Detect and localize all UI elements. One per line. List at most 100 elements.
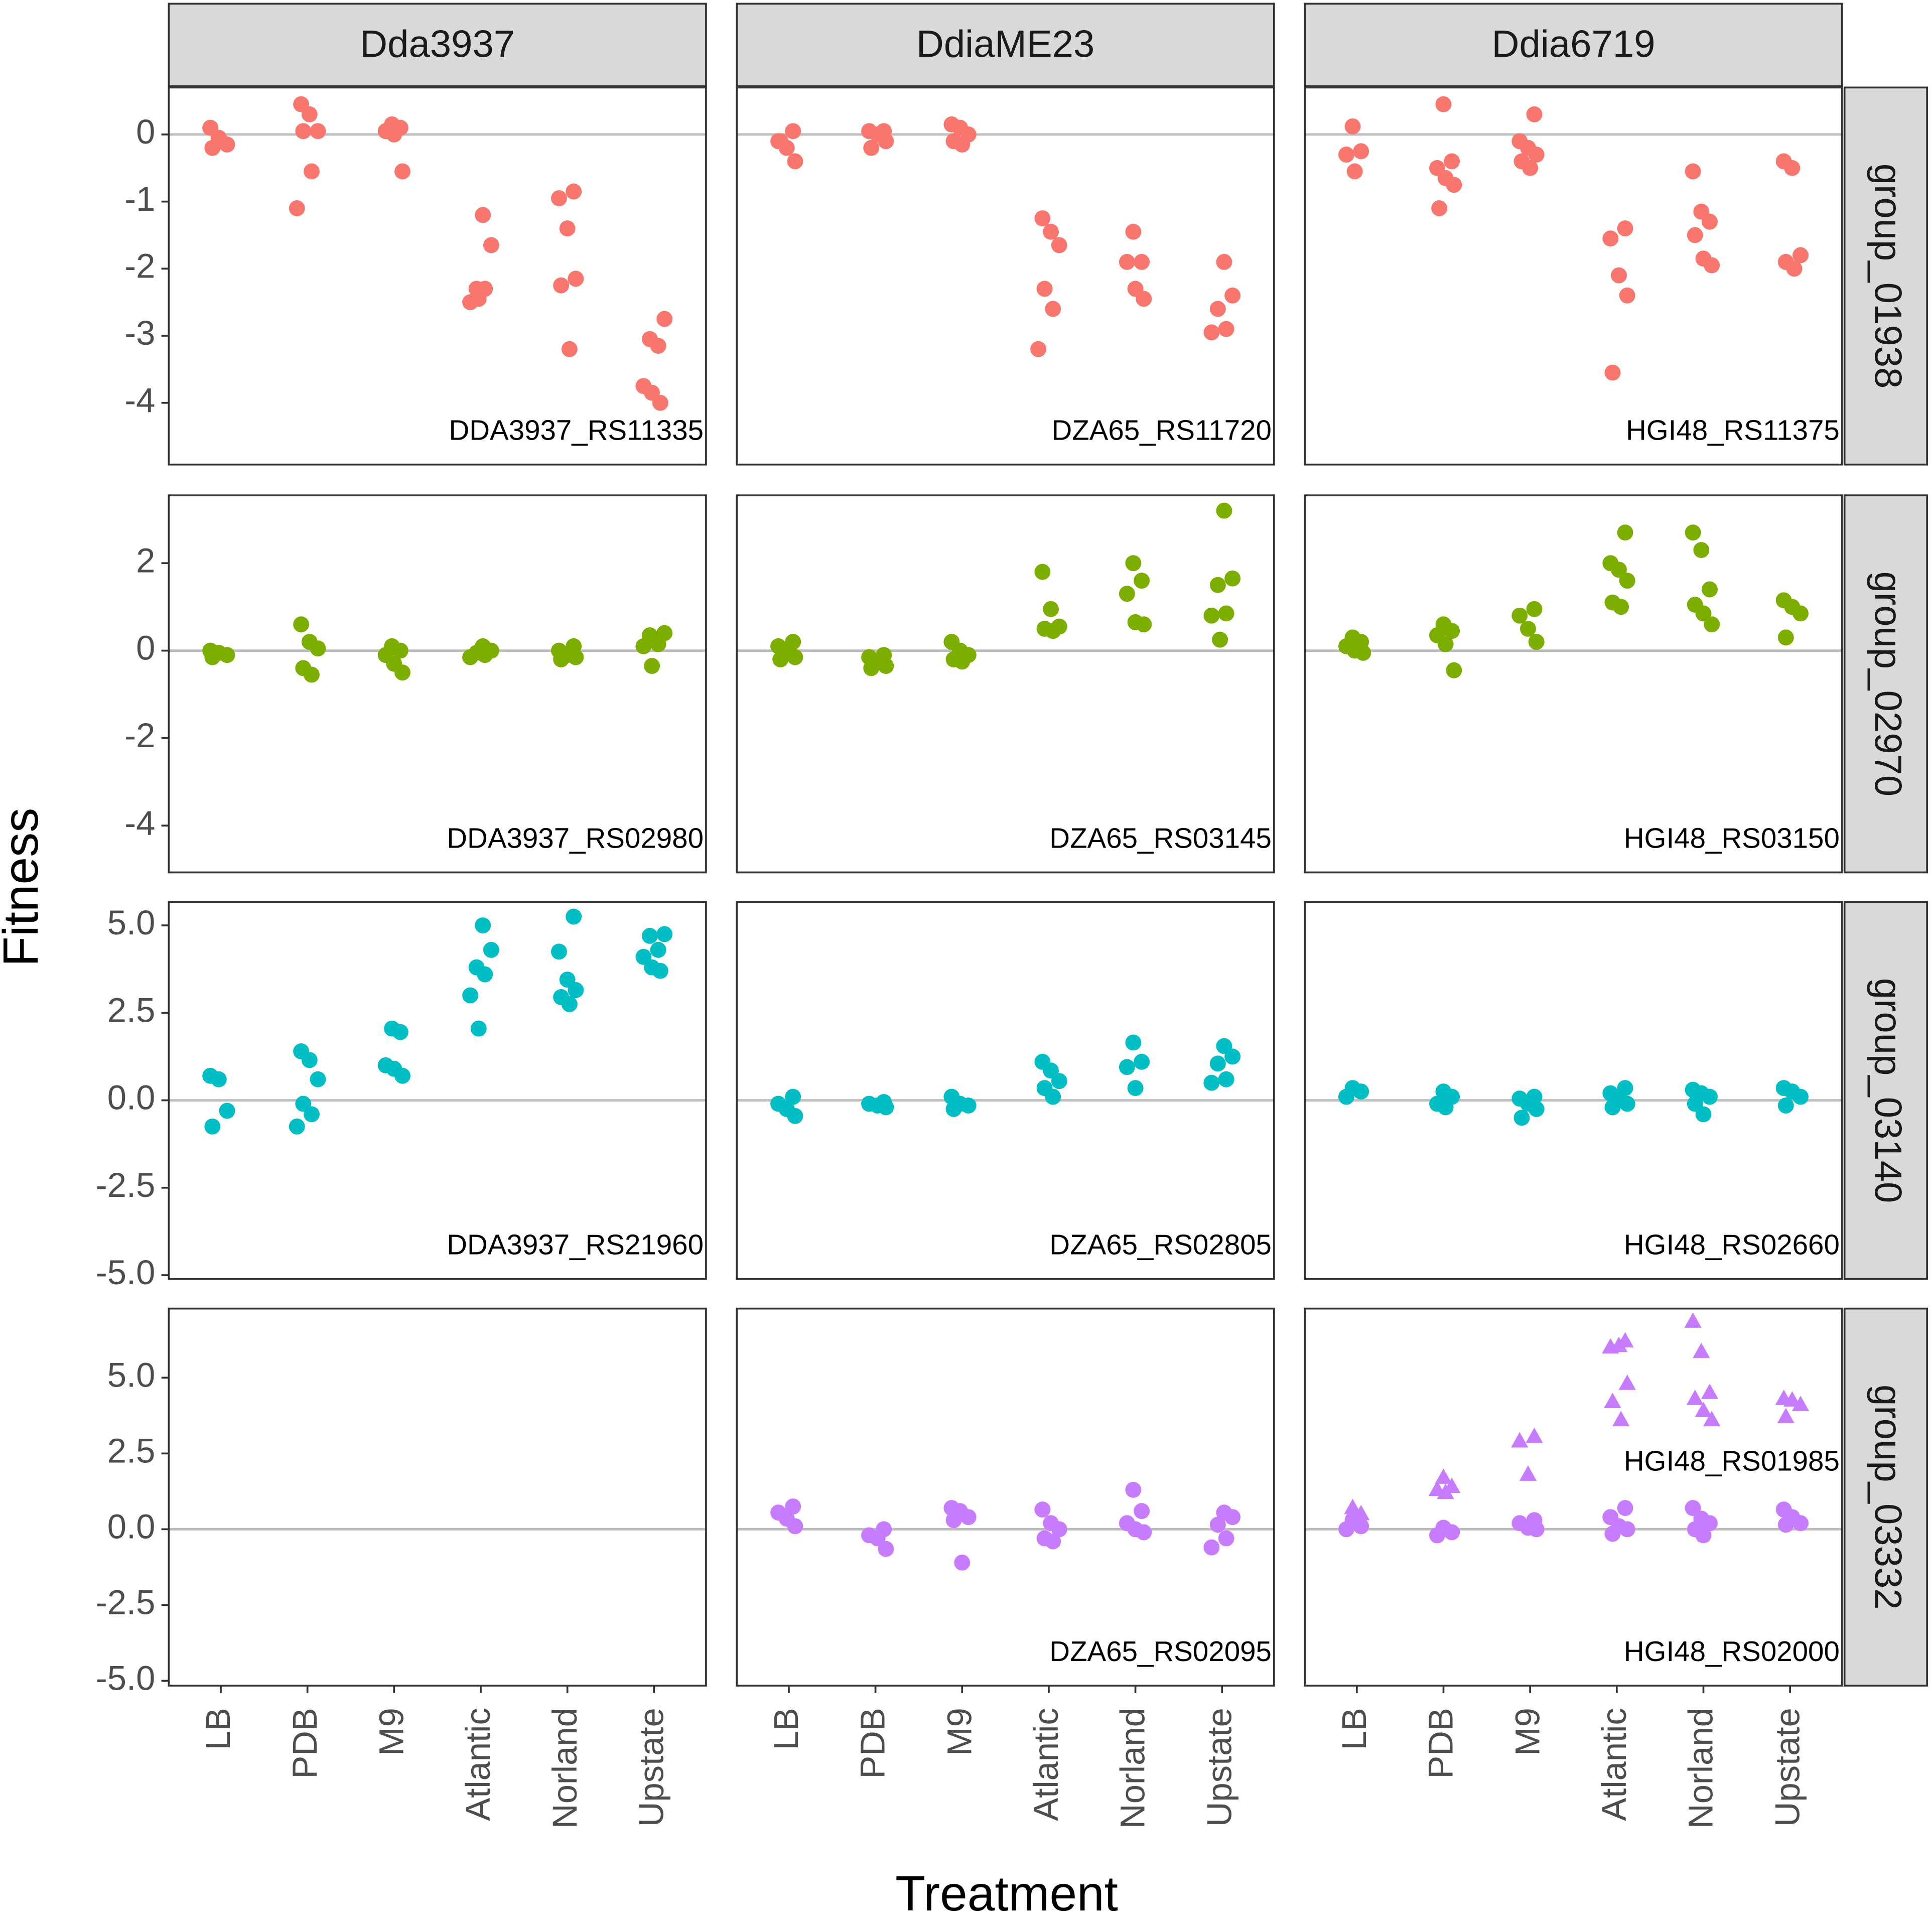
data-point xyxy=(1134,573,1150,589)
data-point xyxy=(483,941,499,958)
data-point xyxy=(1528,147,1545,163)
data-point xyxy=(1777,1097,1794,1114)
y-tick-label: -2.5 xyxy=(96,1583,155,1621)
y-axis-title: Fitness xyxy=(0,808,48,967)
data-point xyxy=(1792,605,1809,622)
panel-border xyxy=(168,1307,707,1687)
gene-label: HGI48_RS11375 xyxy=(1626,415,1840,446)
data-point xyxy=(475,207,491,223)
data-point xyxy=(310,640,326,657)
data-point xyxy=(1119,1059,1135,1075)
data-point xyxy=(1352,1504,1370,1521)
column-strip-label: Ddia6719 xyxy=(1492,23,1655,65)
y-tick-label: -5.0 xyxy=(96,1659,155,1697)
y-tick-label: 2.5 xyxy=(107,1431,156,1470)
gene-label: DDA3937_RS11335 xyxy=(449,415,704,446)
data-point xyxy=(954,653,971,670)
data-point xyxy=(1693,1342,1710,1358)
data-point xyxy=(1437,1483,1454,1499)
panel: DZA65_RS03145 xyxy=(736,494,1275,874)
x-axis-title: Treatment xyxy=(895,1866,1118,1921)
data-point xyxy=(1203,607,1220,624)
data-point xyxy=(1045,1533,1061,1550)
panel: HGI48_RS02000 HGI48_RS01985 xyxy=(1304,1307,1843,1687)
data-point xyxy=(1125,223,1142,240)
data-point xyxy=(787,153,803,170)
panel-background xyxy=(1305,495,1842,873)
data-point xyxy=(1045,301,1061,317)
data-point xyxy=(1528,1521,1545,1538)
panel-background xyxy=(169,1308,706,1686)
x-tick-label: LB xyxy=(199,1708,237,1750)
data-point xyxy=(1702,1515,1718,1532)
data-point xyxy=(1346,163,1363,180)
data-point xyxy=(1136,291,1152,307)
x-tick-label: Upstate xyxy=(1200,1708,1238,1827)
data-point xyxy=(1353,1518,1369,1535)
data-point xyxy=(1704,257,1720,273)
panel-border xyxy=(1304,1307,1843,1687)
data-point xyxy=(1429,1527,1445,1544)
data-point xyxy=(1526,106,1543,122)
data-point xyxy=(210,1071,227,1087)
x-tick-label: Atlantic xyxy=(1595,1708,1633,1821)
x-tick-label: PDB xyxy=(854,1708,892,1778)
panel-border xyxy=(168,901,707,1280)
column-strip xyxy=(168,3,707,87)
data-point xyxy=(1519,1465,1537,1481)
data-point xyxy=(635,638,652,654)
x-tick-label: LB xyxy=(1335,1708,1373,1750)
panel-border xyxy=(736,86,1275,466)
y-tick-label: 0 xyxy=(136,629,155,667)
data-point xyxy=(550,190,567,206)
x-tick-label: Upstate xyxy=(1768,1708,1807,1827)
panel-background xyxy=(169,495,706,873)
data-point xyxy=(1444,153,1460,170)
data-point xyxy=(1619,287,1635,304)
row-strip-label: group_03332 xyxy=(1867,1385,1909,1610)
data-point xyxy=(863,660,880,676)
row-strip xyxy=(1843,86,1928,466)
data-point xyxy=(945,1101,962,1117)
data-point xyxy=(1034,1501,1051,1518)
panel: DDA3937_RS02980 xyxy=(168,494,707,874)
data-point xyxy=(301,106,318,122)
row-strip-label: group_01938 xyxy=(1867,164,1909,389)
data-point xyxy=(310,123,326,140)
data-point xyxy=(550,943,567,960)
data-point xyxy=(1030,341,1046,357)
data-point xyxy=(1610,1336,1628,1352)
data-point xyxy=(1338,1088,1354,1105)
data-point xyxy=(1685,524,1701,541)
data-point xyxy=(787,1108,803,1124)
data-point xyxy=(1216,254,1232,270)
data-point xyxy=(1613,599,1629,615)
y-tick-label: -3 xyxy=(124,314,155,352)
row-strip xyxy=(1843,494,1928,874)
data-point xyxy=(1224,287,1241,304)
data-point xyxy=(392,642,408,659)
panel-border xyxy=(1304,901,1843,1280)
data-point xyxy=(1702,213,1718,230)
data-point xyxy=(1602,230,1619,247)
data-point xyxy=(1043,223,1059,240)
panel: HGI48_RS02660 xyxy=(1304,901,1843,1280)
data-point xyxy=(1209,577,1226,593)
gene-label: DZA65_RS11720 xyxy=(1051,415,1271,446)
x-tick-label: LB xyxy=(767,1708,805,1750)
data-point xyxy=(1218,1530,1234,1547)
panel-border xyxy=(1304,86,1843,466)
data-point xyxy=(559,220,576,237)
data-point xyxy=(1695,1402,1712,1418)
data-point xyxy=(1209,1517,1226,1533)
data-point xyxy=(1134,254,1150,270)
data-point xyxy=(1526,601,1543,617)
data-point xyxy=(1604,1099,1621,1116)
y-tick-label: 2.5 xyxy=(107,991,156,1029)
column-strip-label: DdiaME23 xyxy=(916,23,1094,65)
data-point xyxy=(213,133,229,150)
data-point xyxy=(1528,634,1545,650)
data-point xyxy=(1344,118,1361,134)
gene-label: DDA3937_RS02980 xyxy=(447,822,704,854)
data-point xyxy=(1702,1088,1718,1105)
